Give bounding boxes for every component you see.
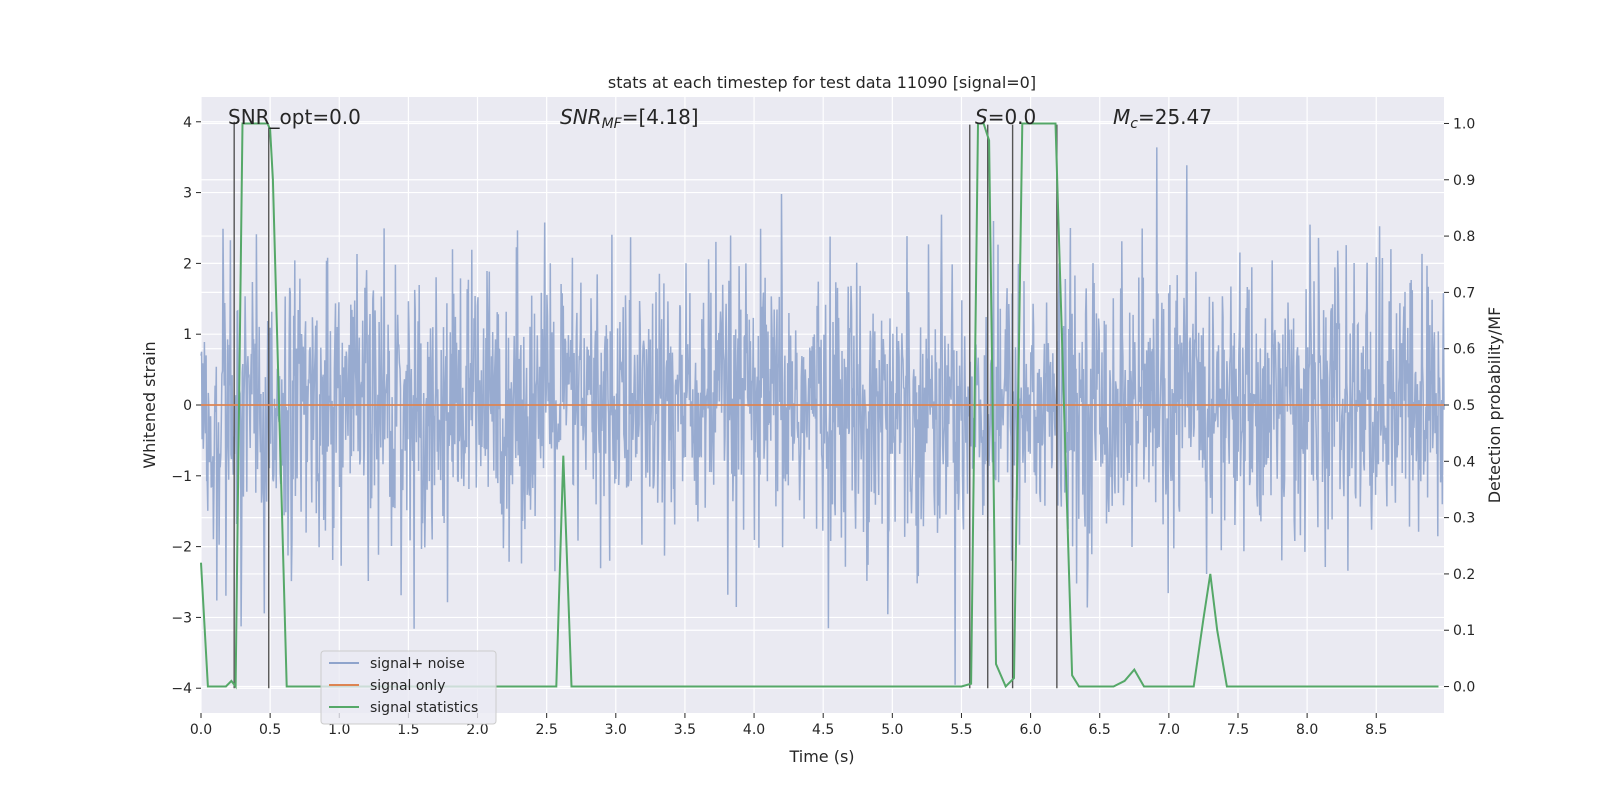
x-tick-label-15: 7.5: [1227, 722, 1249, 738]
signal-noise-line: [200, 147, 1445, 685]
x-tick-label-5: 2.5: [536, 722, 558, 738]
s-value: =0.0: [988, 105, 1037, 129]
y2-tick-label-4: 0.4: [1453, 454, 1475, 470]
x-tick-label-1: 0.5: [259, 722, 281, 738]
y2-tick-label-2: 0.2: [1453, 567, 1475, 583]
mc-sub: c: [1130, 116, 1138, 132]
x-tick-label-0: 0.0: [190, 722, 212, 738]
y-tick-label-8: 4: [183, 115, 192, 131]
legend-box: [320, 650, 497, 725]
y2-tick-label-6: 0.6: [1453, 342, 1475, 358]
s-main: S: [975, 105, 988, 129]
axis-ticks: 0.0 0.5 1.0 1.5 2.0 2.5 3.0 3.5 4.0 4.5 5.0 5.5 6.0 6…: [171, 115, 1475, 738]
y-tick-label-7: 3: [183, 186, 192, 202]
x-tick-label-10: 5.0: [881, 722, 903, 738]
annotation-s: S=0.0: [975, 105, 1036, 129]
x-tick-label-9: 4.5: [812, 722, 834, 738]
annotation-mc: Mc=25.47: [1113, 105, 1212, 132]
legend-label-signal-only: signal only: [370, 678, 445, 694]
signal-noise-series: [200, 147, 1445, 685]
x-tick-label-16: 8.0: [1296, 722, 1318, 738]
legend-label-statistics: signal statistics: [370, 700, 478, 716]
annotation-snr-mf: SNRMF=[4.18]: [560, 105, 699, 132]
y-axis-label: Whitened strain: [140, 341, 159, 468]
x-tick-label-8: 4.0: [743, 722, 765, 738]
y2-tick-label-5: 0.5: [1453, 398, 1475, 414]
x-tick-label-4: 2.0: [466, 722, 488, 738]
x-tick-label-6: 3.0: [605, 722, 627, 738]
chart-title: stats at each timestep for test data 110…: [608, 73, 1036, 92]
legend-label-noise: signal+ noise: [370, 656, 465, 672]
x-axis-label: Time (s): [788, 747, 854, 766]
snr-mf-main: SNR: [560, 105, 602, 129]
y-tick-label-3: −1: [171, 469, 192, 485]
snr-mf-value: =[4.18]: [622, 105, 699, 129]
y2-tick-label-0: 0.0: [1453, 680, 1475, 696]
snr-mf-sub: MF: [602, 116, 623, 132]
y-tick-label-6: 2: [183, 256, 192, 272]
y2-tick-label-1: 0.1: [1453, 623, 1475, 639]
x-tick-label-3: 1.5: [397, 722, 419, 738]
x-tick-label-17: 8.5: [1365, 722, 1387, 738]
y-tick-label-5: 1: [183, 327, 192, 343]
x-tick-label-2: 1.0: [328, 722, 350, 738]
y-tick-label-0: −4: [171, 681, 192, 697]
series-lines: [200, 122, 1444, 690]
annotation-snr-opt: SNR_opt=0.0: [228, 105, 361, 129]
x-tick-label-7: 3.5: [674, 722, 696, 738]
mc-main: M: [1113, 105, 1130, 129]
y-tick-label-4: 0: [183, 398, 192, 414]
y2-axis-label: Detection probability/MF: [1485, 307, 1504, 504]
y2-tick-label-9: 0.9: [1453, 173, 1475, 189]
signal-statistics-line: [200, 122, 1439, 690]
y2-tick-label-10: 1.0: [1453, 116, 1475, 132]
y-tick-label-2: −2: [171, 540, 192, 556]
y2-tick-label-8: 0.8: [1453, 229, 1475, 245]
y2-tick-label-3: 0.3: [1453, 511, 1475, 527]
x-tick-label-12: 6.0: [1019, 722, 1041, 738]
x-tick-label-11: 5.5: [950, 722, 972, 738]
legend: signal+ noise signal only signal statist…: [320, 650, 497, 725]
mc-value: =25.47: [1138, 105, 1212, 129]
x-tick-label-14: 7.0: [1158, 722, 1180, 738]
y2-tick-label-7: 0.7: [1453, 285, 1475, 301]
y-tick-label-1: −3: [171, 610, 192, 626]
x-tick-label-13: 6.5: [1089, 722, 1111, 738]
event-markers: [233, 121, 1058, 689]
